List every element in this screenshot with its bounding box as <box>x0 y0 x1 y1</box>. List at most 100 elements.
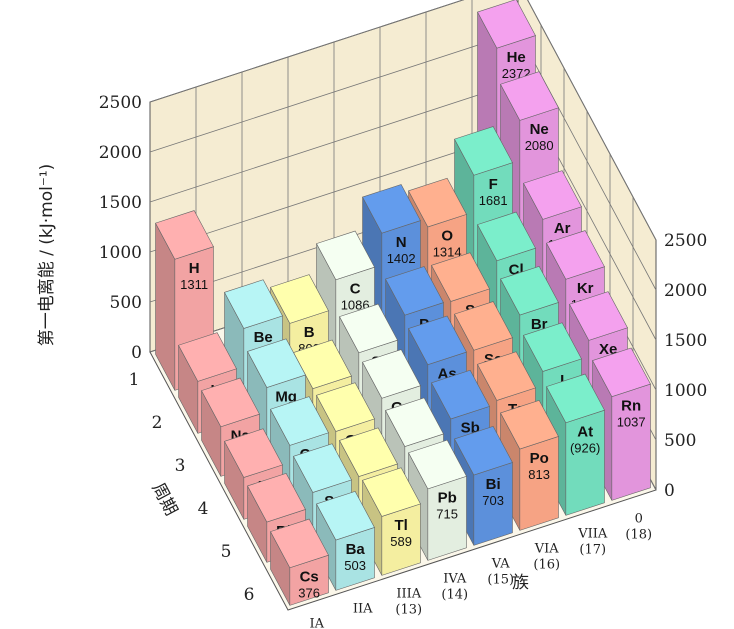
element-symbol: Be <box>254 329 273 346</box>
bar-top-face <box>201 377 260 428</box>
element-value-label: 1314 <box>433 245 462 260</box>
bar-top-face <box>293 443 352 493</box>
bar-top-face <box>339 303 398 354</box>
bar-top-face <box>408 439 467 490</box>
bar-top-face <box>454 126 513 176</box>
z-tick-label-left: 2000 <box>99 143 142 163</box>
period-axis-title: 周期 <box>148 480 182 519</box>
group-tick-label: IVA <box>443 571 467 586</box>
gridline <box>149 0 657 241</box>
period-tick-label: 1 <box>129 370 140 390</box>
period-tick-label: 5 <box>221 542 232 562</box>
bar-top-face <box>247 472 306 523</box>
bar-top-face <box>155 210 214 260</box>
bar-top-face <box>569 291 628 341</box>
z-tick-label-right: 1000 <box>664 381 707 401</box>
element-symbol: I <box>560 372 564 389</box>
element-symbol: Po <box>530 450 549 467</box>
bar-top-face <box>385 266 444 316</box>
group-tick-label-number: (18) <box>625 527 652 542</box>
bar-top-face <box>454 301 513 351</box>
element-symbol: Mg <box>275 388 297 405</box>
element-value-label: 703 <box>482 493 504 508</box>
element-symbol: H <box>189 260 200 277</box>
element-symbol: He <box>507 49 526 66</box>
bar-top-face <box>247 338 306 388</box>
bar-top-face <box>546 373 605 424</box>
element-value-label: 503 <box>344 558 366 573</box>
element-symbol: Tl <box>394 517 407 534</box>
bar-top-face <box>500 399 559 450</box>
element-symbol: F <box>489 176 498 193</box>
group-tick-label: VIIA <box>577 526 608 541</box>
element-symbol: Pb <box>438 490 457 507</box>
element-symbol: Rn <box>621 397 641 414</box>
group-tick-label: IA <box>309 616 324 629</box>
group-axis-title: 族 <box>512 573 529 593</box>
group-tick-label-number: (17) <box>579 542 606 557</box>
group-tick-label-number: (15) <box>487 572 514 587</box>
element-symbol: C <box>350 280 361 297</box>
element-value-label: 376 <box>298 585 320 600</box>
z-tick-label-left: 1500 <box>99 193 142 213</box>
bar-top-face <box>270 396 329 446</box>
element-symbol: B <box>304 324 315 341</box>
chart-bars: He2372H1311Ne2080F1681O1314N1402C1086B80… <box>155 0 651 606</box>
bar-top-face <box>316 230 375 281</box>
period-tick-label: 6 <box>244 585 255 605</box>
bar-top-face <box>178 332 237 382</box>
bar-top-face <box>408 315 467 366</box>
bar-top-face <box>477 211 536 262</box>
bar-top-face <box>523 170 582 220</box>
z-tick-label-right: 0 <box>664 481 675 501</box>
element-value-label: 1086 <box>341 297 370 312</box>
group-tick-label: 0 <box>635 511 643 526</box>
element-symbol: Cs <box>300 568 319 585</box>
bar-top-face <box>362 349 421 399</box>
z-tick-label-left: 1000 <box>99 243 142 263</box>
z-tick-label-right: 2000 <box>664 281 707 301</box>
bar-top-face <box>500 265 559 316</box>
element-symbol: Ne <box>530 121 549 138</box>
element-symbol: At <box>577 423 593 440</box>
group-tick-label: IIA <box>353 601 373 616</box>
group-tick-label-number: (14) <box>441 587 468 602</box>
element-value-label: 1311 <box>180 277 208 292</box>
bar-top-face <box>500 71 559 121</box>
bar-top-face <box>362 467 421 517</box>
group-tick-label: VA <box>491 556 511 571</box>
z-axis-title: 第一电离能 / (kJ·mol⁻¹) <box>37 164 57 347</box>
period-tick-label: 3 <box>175 456 186 476</box>
group-tick-label-number: (16) <box>533 557 560 572</box>
group-tick-label: IIIA <box>396 586 421 601</box>
group-tick-label: VIA <box>534 541 560 556</box>
element-value-label: 813 <box>528 467 550 482</box>
bar-top-face <box>316 490 375 541</box>
chart-axes: 0 0 500 500 1000 1000 1500 1500 2000 2000 2500 2500… <box>99 93 708 629</box>
group-tick-label-number: (13) <box>395 602 422 617</box>
element-symbol: O <box>441 228 453 245</box>
bar-top-face <box>224 428 283 478</box>
element-symbol: Ba <box>346 541 366 558</box>
bar-top-face <box>477 351 536 401</box>
element-value-label: 1681 <box>479 193 508 208</box>
element-symbol: N <box>396 234 407 251</box>
element-value-label: 1402 <box>387 251 416 266</box>
bar-top-face <box>339 427 398 477</box>
element-symbol: Br <box>531 316 548 333</box>
bar-top-face <box>592 347 651 398</box>
bar-top-face <box>270 274 329 324</box>
element-value-label: (926) <box>570 440 600 455</box>
z-tick-label-right: 1500 <box>664 331 707 351</box>
element-value-label: 2080 <box>525 138 554 153</box>
bar-top-face <box>270 518 329 569</box>
bar-top-face <box>408 177 467 228</box>
z-tick-label-left: 0 <box>131 343 142 363</box>
bar-top-face <box>477 0 536 49</box>
bar-top-face <box>431 252 490 302</box>
bar-top-face <box>362 184 421 234</box>
z-tick-label-left: 500 <box>110 293 142 313</box>
element-symbol: Bi <box>486 476 501 493</box>
